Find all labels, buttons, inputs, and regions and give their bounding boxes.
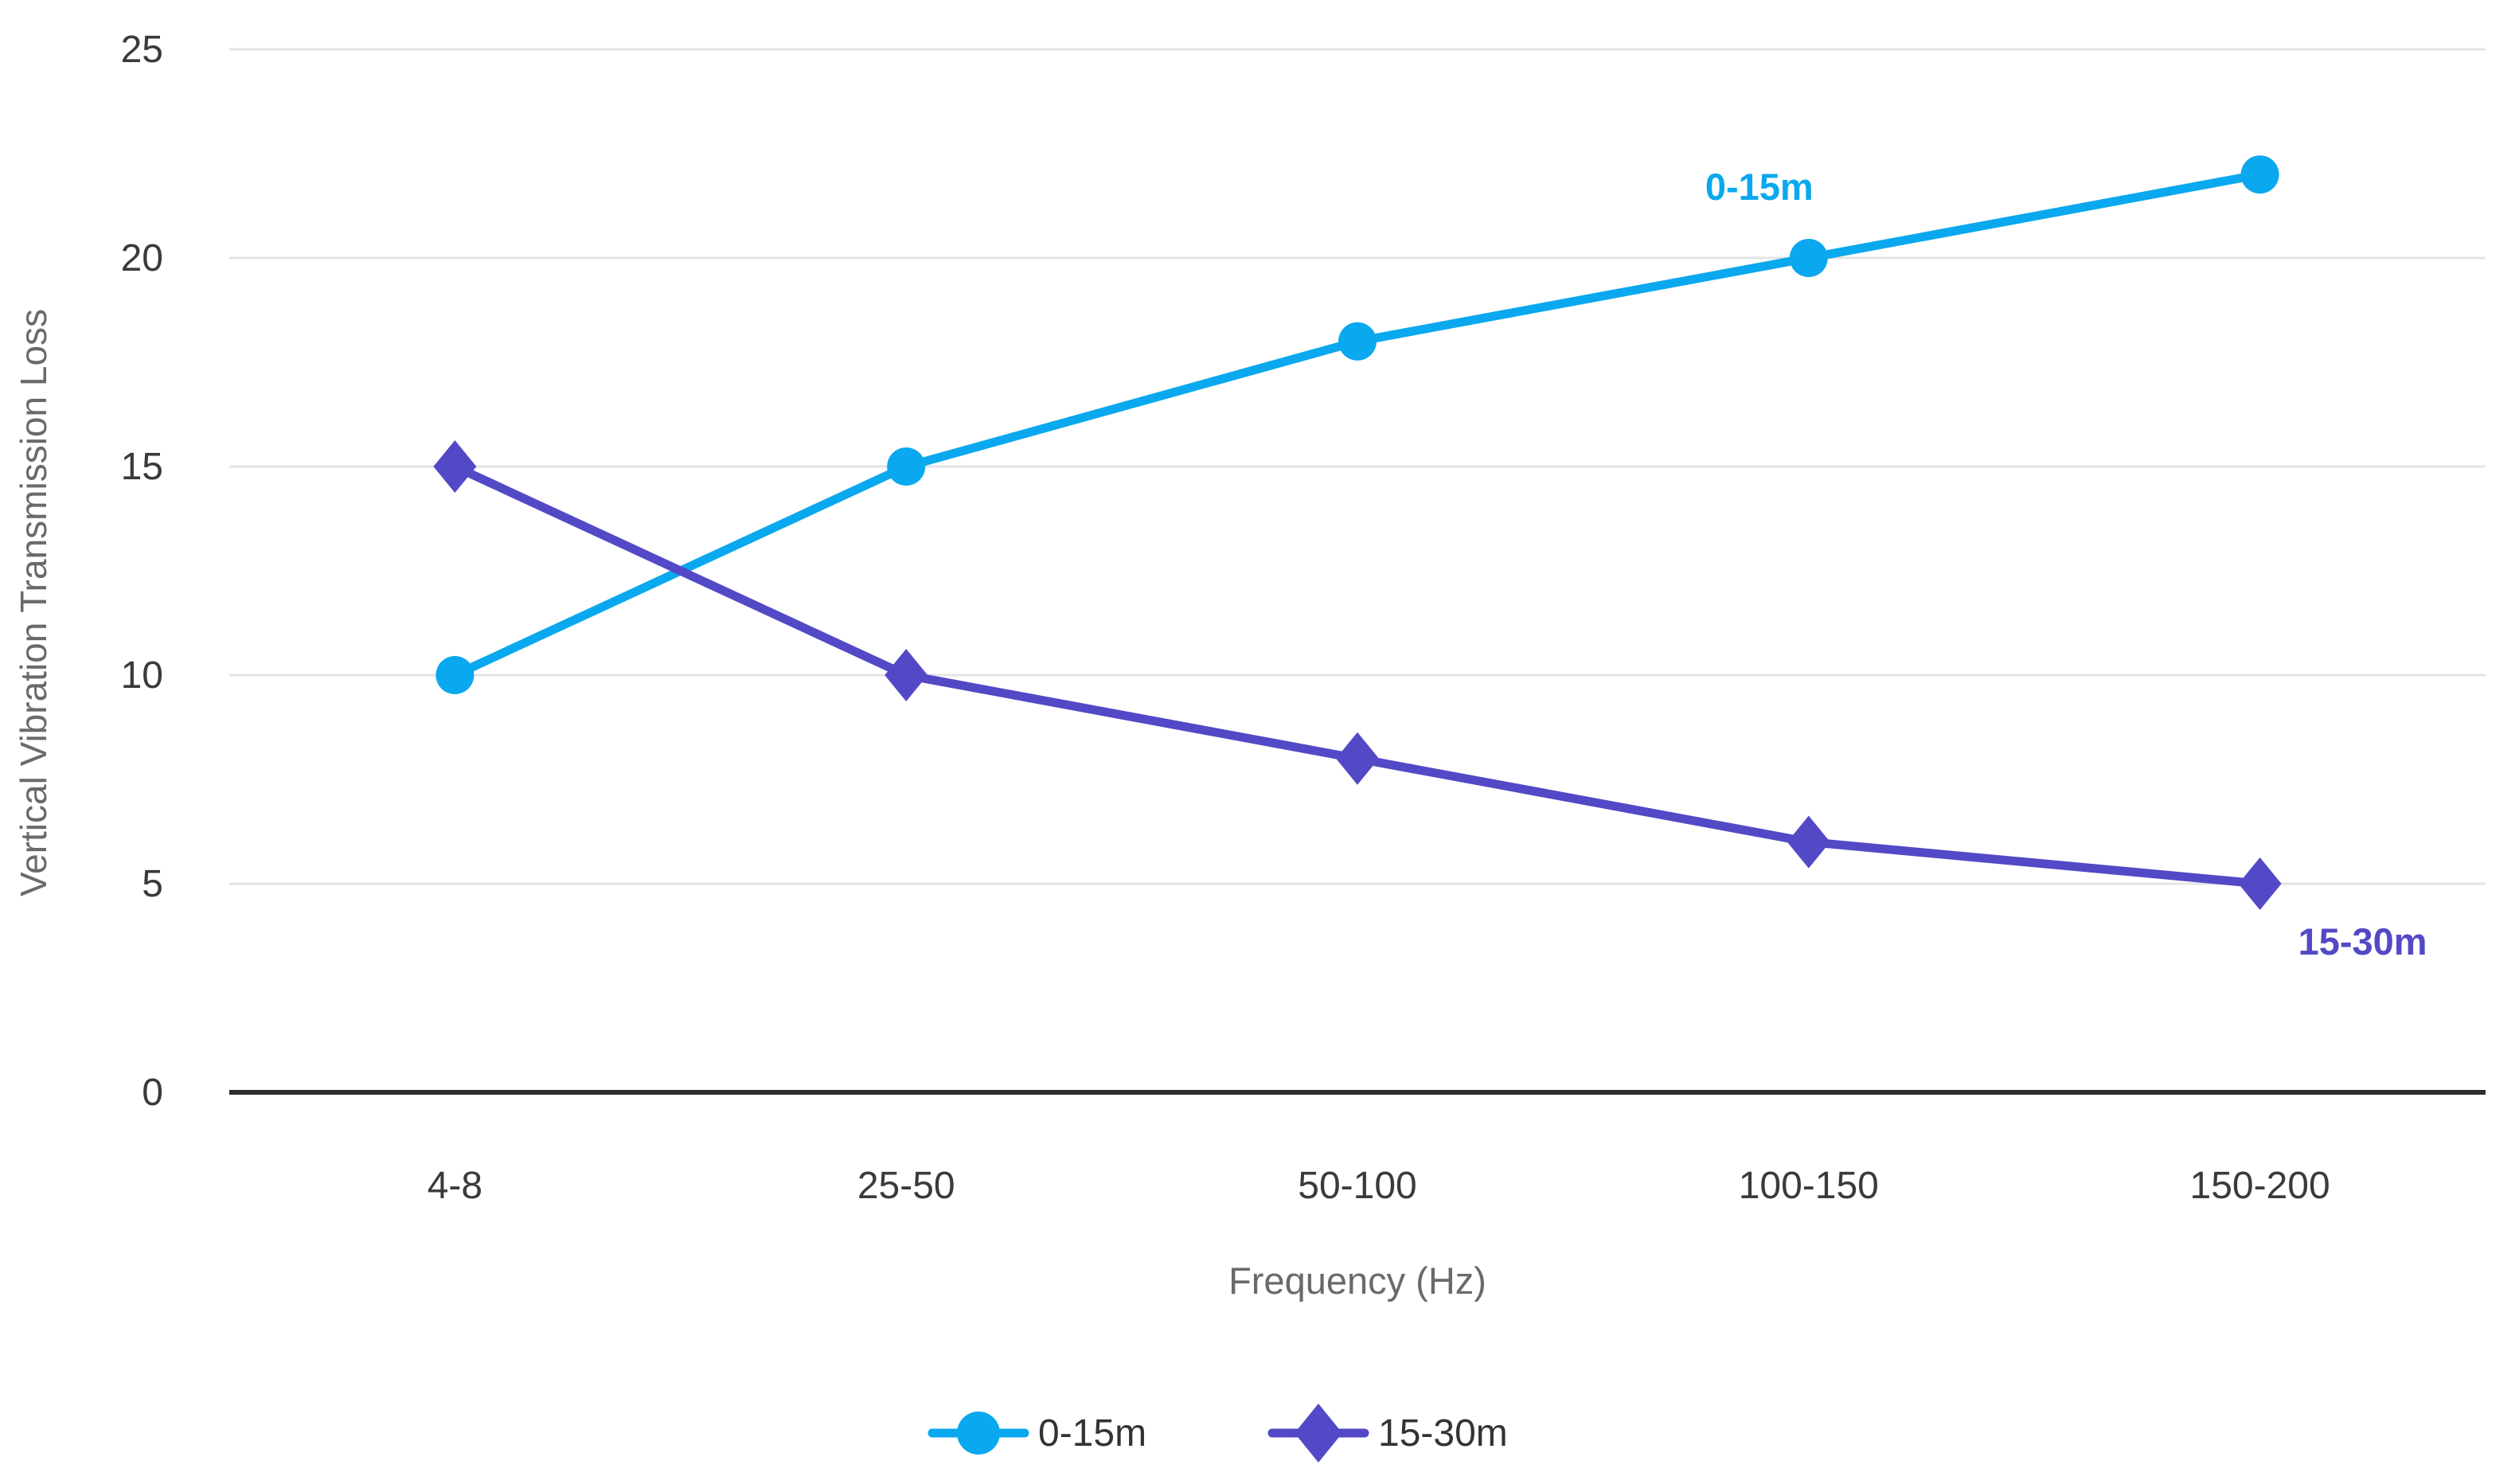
- y-tick-label: 10: [121, 654, 163, 697]
- data-point: [885, 649, 928, 701]
- y-tick-label: 15: [121, 446, 163, 488]
- x-axis-title: Frequency (Hz): [1228, 1259, 1486, 1302]
- data-point: [433, 440, 477, 493]
- y-axis-title: Vertical Vibration Transmission Loss: [13, 309, 54, 896]
- x-tick-label: 50-100: [1298, 1165, 1416, 1207]
- x-tick-label: 150-200: [2190, 1165, 2330, 1207]
- data-point: [1336, 732, 1379, 785]
- y-tick-label: 25: [121, 29, 163, 71]
- series-annotation: 0-15m: [1705, 166, 1814, 208]
- data-point: [1789, 239, 1828, 277]
- data-point: [887, 447, 926, 486]
- series-line: [450, 170, 2265, 680]
- legend-marker: [1295, 1404, 1342, 1463]
- data-point: [2240, 155, 2279, 194]
- y-tick-label: 0: [142, 1072, 163, 1114]
- legend-item: 15-30m: [1267, 1404, 1508, 1463]
- data-point: [435, 656, 475, 694]
- legend-item: 0-15m: [928, 1412, 1146, 1455]
- legend-marker: [957, 1412, 1000, 1455]
- series-0-15m: [435, 155, 2279, 694]
- data-point: [1338, 322, 1377, 361]
- legend-label: 0-15m: [1038, 1412, 1146, 1455]
- series-annotation: 15-30m: [2298, 920, 2427, 963]
- series-15-30m: [433, 440, 2282, 910]
- y-tick-label: 20: [121, 237, 163, 279]
- data-point: [2238, 857, 2282, 910]
- y-tick-label: 5: [142, 863, 163, 905]
- data-point: [1787, 815, 1830, 869]
- legend-label: 15-30m: [1378, 1412, 1508, 1455]
- x-tick-label: 100-150: [1739, 1165, 1879, 1207]
- x-tick-label: 4-8: [428, 1165, 482, 1207]
- x-tick-label: 25-50: [857, 1165, 955, 1207]
